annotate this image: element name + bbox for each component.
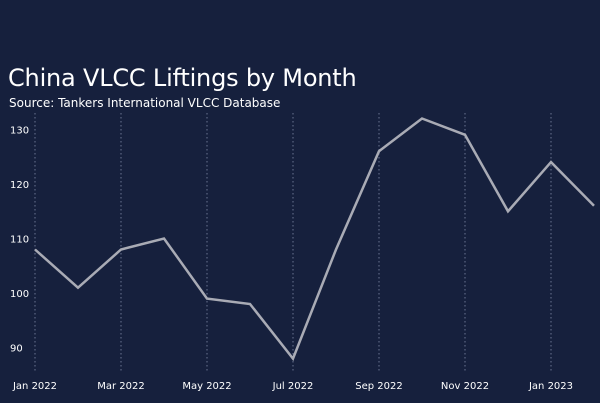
chart-subtitle: Source: Tankers International VLCC Datab… bbox=[9, 96, 281, 110]
data-point-2022-01 bbox=[33, 248, 37, 252]
data-point-2023-02 bbox=[592, 204, 596, 208]
series-layer bbox=[33, 117, 596, 362]
data-point-2022-02 bbox=[76, 286, 80, 290]
data-point-2023-01 bbox=[549, 160, 553, 164]
data-point-2022-12 bbox=[506, 209, 510, 213]
data-point-2022-07 bbox=[291, 357, 295, 361]
chart-title: China VLCC Liftings by Month bbox=[8, 64, 357, 92]
x-tick-label: May 2022 bbox=[182, 381, 231, 392]
data-point-2022-10 bbox=[420, 117, 424, 121]
data-point-2022-06 bbox=[248, 302, 252, 306]
data-point-2022-04 bbox=[162, 237, 166, 241]
data-point-2022-03 bbox=[119, 248, 123, 252]
data-point-2022-09 bbox=[377, 149, 381, 153]
x-tick-label: Sep 2022 bbox=[355, 381, 402, 392]
y-axis-ticks: 90 100 110 120 130 bbox=[10, 125, 29, 354]
gridlines bbox=[34, 113, 552, 372]
y-tick-label: 120 bbox=[10, 180, 29, 191]
y-tick-label: 100 bbox=[10, 289, 29, 300]
x-tick-label: Jul 2022 bbox=[272, 381, 314, 392]
data-point-2022-05 bbox=[205, 297, 209, 301]
data-point-2022-08 bbox=[334, 248, 338, 252]
x-axis-ticks: Jan 2022 Mar 2022 May 2022 Jul 2022 Sep 2022… bbox=[12, 381, 573, 392]
x-tick-label: Jan 2022 bbox=[12, 381, 57, 392]
series-line bbox=[34, 117, 595, 362]
y-tick-label: 90 bbox=[10, 344, 23, 355]
data-point-2022-11 bbox=[463, 133, 467, 137]
y-tick-label: 110 bbox=[10, 235, 29, 246]
x-tick-label: Nov 2022 bbox=[441, 381, 489, 392]
y-tick-label: 130 bbox=[10, 125, 29, 136]
x-tick-label: Mar 2022 bbox=[97, 381, 145, 392]
x-tick-label: Jan 2023 bbox=[528, 381, 573, 392]
